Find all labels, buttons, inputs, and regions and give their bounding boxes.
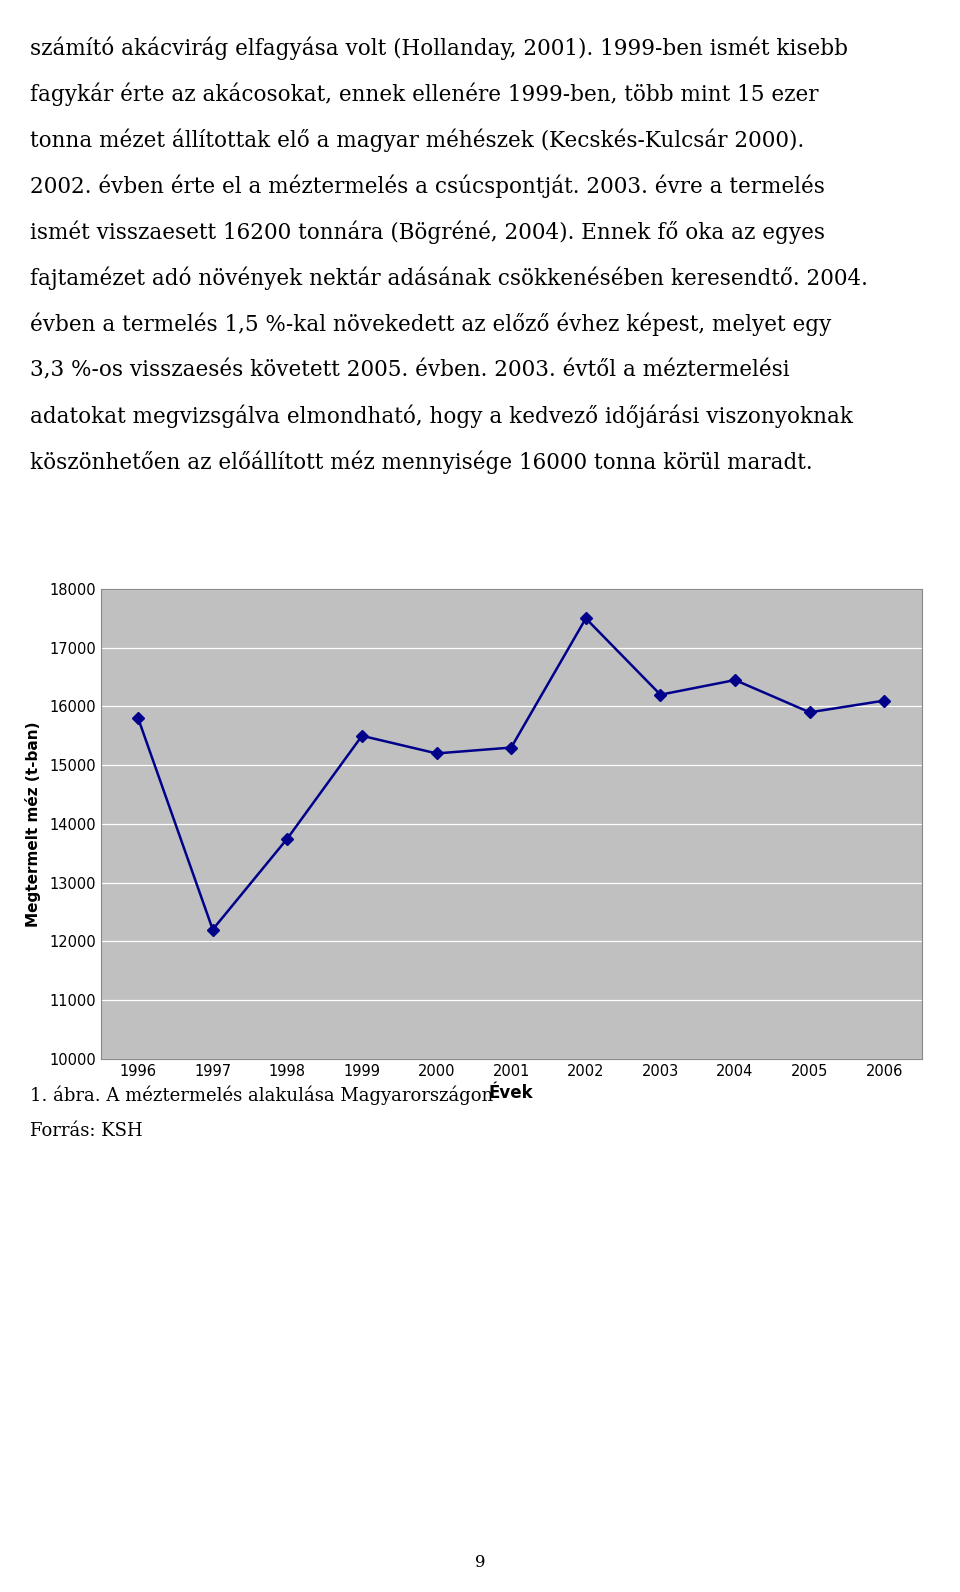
Text: köszönhetően az előállított méz mennyisége 16000 tonna körül maradt.: köszönhetően az előállított méz mennyisé…	[30, 451, 812, 474]
Text: fajtamézet adó növények nektár adásának csökkenésében keresendtő. 2004.: fajtamézet adó növények nektár adásának …	[30, 267, 868, 290]
Text: 9: 9	[475, 1554, 485, 1571]
Text: Forrás: KSH: Forrás: KSH	[30, 1122, 143, 1140]
X-axis label: Évek: Évek	[489, 1084, 534, 1102]
Text: évben a termelés 1,5 %-kal növekedett az előző évhez képest, melyet egy: évben a termelés 1,5 %-kal növekedett az…	[30, 314, 831, 336]
Text: 1. ábra. A méztermelés alakulása Magyarországon: 1. ábra. A méztermelés alakulása Magyaro…	[30, 1086, 493, 1105]
Text: tonna mézet állítottak elő a magyar méhészek (Kecskés-Kulcsár 2000).: tonna mézet állítottak elő a magyar méhé…	[30, 129, 804, 153]
Text: fagykár érte az akácosokat, ennek ellenére 1999-ben, több mint 15 ezer: fagykár érte az akácosokat, ennek ellené…	[30, 83, 819, 107]
Text: adatokat megvizsgálva elmondható, hogy a kedvező időjárási viszonyoknak: adatokat megvizsgálva elmondható, hogy a…	[30, 404, 853, 428]
Text: ismét visszaesett 16200 tonnára (Bögréné, 2004). Ennek fő oka az egyes: ismét visszaesett 16200 tonnára (Bögréné…	[30, 221, 825, 245]
Text: 3,3 %-os visszaesés követett 2005. évben. 2003. évtől a méztermelési: 3,3 %-os visszaesés követett 2005. évben…	[30, 360, 790, 380]
Text: számító akácvirág elfagyása volt (Hollanday, 2001). 1999-ben ismét kisebb: számító akácvirág elfagyása volt (Hollan…	[30, 37, 848, 60]
Y-axis label: Megtermelt méz (t-ban): Megtermelt méz (t-ban)	[25, 721, 41, 927]
Text: 2002. évben érte el a méztermelés a csúcspontját. 2003. évre a termelés: 2002. évben érte el a méztermelés a csúc…	[30, 175, 825, 199]
